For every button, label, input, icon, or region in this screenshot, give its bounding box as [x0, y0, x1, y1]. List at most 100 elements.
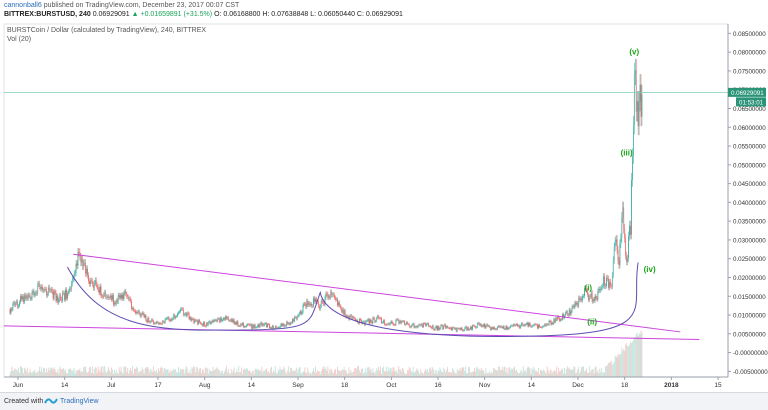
candle-body — [638, 101, 640, 127]
volume-bar — [82, 371, 84, 377]
candle-body — [159, 323, 160, 324]
candle-body — [474, 326, 476, 328]
candle-body — [204, 325, 206, 327]
volume-bar — [53, 366, 55, 377]
candle-body — [425, 323, 426, 326]
candle-body — [120, 295, 122, 299]
volume-bar — [128, 373, 130, 377]
volume-bar — [386, 371, 388, 377]
volume-bar — [385, 366, 387, 377]
volume-bar — [171, 370, 173, 377]
candle-body — [245, 326, 246, 328]
candle-body — [613, 247, 615, 261]
volume-bar — [325, 368, 327, 377]
volume-bar — [323, 368, 325, 377]
volume-bar — [446, 370, 448, 377]
volume-bar — [94, 367, 96, 377]
volume-bar — [429, 367, 431, 377]
volume-bar — [105, 371, 107, 377]
volume-bar — [499, 369, 501, 377]
volume-bar — [451, 373, 452, 377]
volume-bar — [120, 366, 122, 377]
volume-bar — [613, 361, 615, 377]
candle-body — [387, 323, 389, 325]
candle-body — [510, 325, 512, 328]
volume-bar — [320, 371, 322, 377]
candle-body — [219, 318, 221, 322]
candle-body — [82, 259, 84, 267]
candle-body — [142, 312, 144, 314]
candle-body — [54, 291, 56, 293]
volume-bar — [333, 373, 335, 377]
volume-bar — [533, 366, 535, 377]
volume-bar — [503, 366, 505, 377]
volume-bar — [311, 373, 313, 377]
price-chart[interactable]: (i) (ii) (iii) (iv) (v) 0.08500000 0.08000000… — [0, 0, 768, 392]
candle-body — [522, 324, 524, 326]
volume-bar — [530, 373, 532, 377]
volume-bar — [424, 371, 425, 377]
volume-bar — [267, 371, 268, 377]
candle-body — [349, 316, 351, 320]
volume-bar — [326, 370, 328, 377]
volume-bar — [428, 368, 430, 377]
candle-body — [243, 323, 244, 328]
candle-body — [287, 321, 289, 324]
candle-body — [553, 319, 555, 324]
candle-body — [617, 249, 619, 261]
candle-body — [140, 314, 142, 317]
candle-body — [70, 283, 72, 290]
candle-body — [634, 70, 636, 74]
volume-bar — [381, 373, 382, 377]
candle-body — [384, 320, 385, 325]
volume-bar — [108, 366, 110, 377]
volume-bar — [455, 373, 457, 377]
volume-bar — [403, 369, 404, 377]
volume-bar — [564, 373, 566, 377]
x-tick-label: Dec — [572, 382, 584, 389]
volume-bar — [211, 371, 213, 377]
candle-body — [340, 307, 342, 312]
candle-body — [498, 326, 500, 328]
candle-body — [30, 298, 32, 300]
candle-body — [538, 324, 539, 329]
candle-body — [114, 302, 116, 304]
volume-bar — [473, 371, 474, 377]
volume-bar — [133, 373, 134, 377]
volume-bar — [371, 372, 373, 377]
volume-bar — [369, 370, 371, 377]
volume-bar — [287, 370, 289, 377]
last-price: 0.06929091 — [92, 11, 130, 18]
candle-body — [23, 296, 24, 303]
candle-body — [342, 309, 344, 315]
candle-body — [64, 293, 65, 300]
candle-body — [313, 298, 314, 307]
volume-bar — [131, 371, 133, 377]
volume-bar — [83, 367, 85, 377]
candle-body — [210, 322, 212, 324]
candle-body — [329, 296, 331, 298]
footer-bar: Created with TradingView — [0, 392, 768, 410]
volume-bar — [277, 369, 279, 377]
candle-body — [502, 326, 504, 328]
candle-body — [272, 325, 273, 329]
author-name[interactable]: cannonball6 — [4, 2, 42, 9]
candle-body — [234, 322, 236, 324]
volume-bar — [410, 370, 412, 377]
candle-body — [178, 312, 179, 314]
candle-body — [221, 317, 222, 321]
volume-bar — [245, 369, 246, 377]
candle-body — [247, 324, 248, 326]
volume-bar — [505, 372, 507, 377]
volume-bar — [310, 372, 312, 377]
volume-bar — [473, 368, 475, 377]
candle-body — [115, 300, 117, 304]
candle-body — [618, 260, 620, 266]
candle-body — [168, 317, 170, 321]
candle-body — [583, 296, 584, 297]
volume-bar — [491, 371, 493, 377]
volume-bar — [638, 333, 640, 377]
volume-bar — [257, 369, 259, 377]
volume-bar — [580, 371, 582, 377]
tradingview-brand[interactable]: TradingView — [60, 398, 99, 405]
